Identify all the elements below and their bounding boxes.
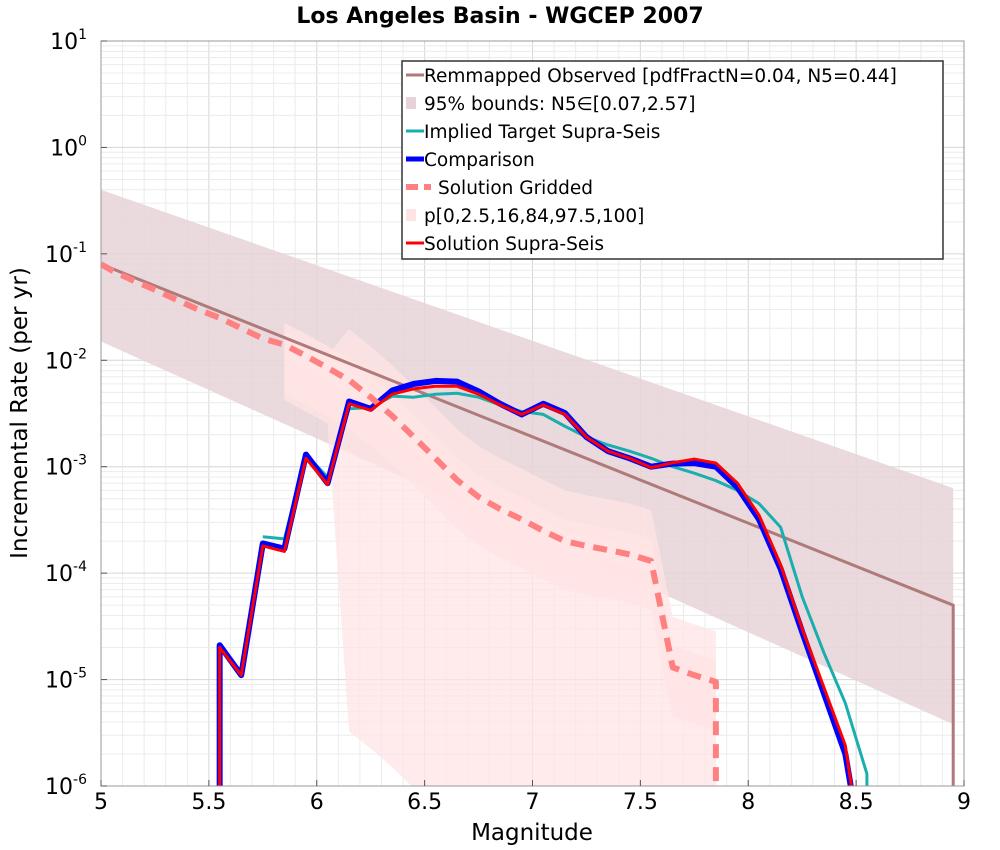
y-tick-label: 10-4 <box>45 559 87 587</box>
y-tick-label: 101 <box>50 27 87 55</box>
y-tick-label: 10-1 <box>45 240 87 268</box>
x-axis-label: Magnitude <box>471 820 593 846</box>
legend-swatch-bounds <box>406 97 416 109</box>
y-axis-label: Incremental Rate (per yr) <box>7 267 33 559</box>
legend-swatch-percentile_band <box>406 209 416 221</box>
x-tick-label: 7.5 <box>623 790 658 815</box>
x-axis-ticks: 5 5.5 6 6.5 7 7.5 8 8.5 9 <box>94 780 971 815</box>
y-tick-label: 10-6 <box>45 772 87 800</box>
legend-label-observed: Remmapped Observed [pdfFractN=0.04, N5=0… <box>424 66 897 87</box>
percentile-band-inner <box>284 334 716 696</box>
legend-label-target: Implied Target Supra-Seis <box>424 122 660 143</box>
series-line-supra <box>218 384 853 786</box>
chart-title: Los Angeles Basin - WGCEP 2007 <box>296 4 703 29</box>
x-tick-label: 7 <box>526 790 540 815</box>
x-tick-label: 5 <box>94 790 108 815</box>
x-tick-label: 6.5 <box>407 790 442 815</box>
series-line-observed <box>101 262 955 786</box>
y-tick-label: 10-3 <box>45 453 87 481</box>
y-tick-label: 10-5 <box>45 666 87 694</box>
bounds-band <box>101 189 954 725</box>
legend-box <box>401 60 944 260</box>
legend-label-supra: Solution Supra-Seis <box>424 234 604 255</box>
x-tick-label: 5.5 <box>191 790 226 815</box>
x-tick-label: 8 <box>741 790 755 815</box>
legend-label-percentile_band: p[0,2.5,16,84,97.5,100] <box>424 206 644 227</box>
legend-label-comparison: Comparison <box>424 150 535 171</box>
data-series <box>101 261 955 786</box>
legend-label-bounds: 95% bounds: N5∈[0.07,2.57] <box>424 94 695 115</box>
y-tick-label: 100 <box>50 133 87 161</box>
y-tick-label: 10-2 <box>45 346 87 374</box>
legend-label-gridded: Solution Gridded <box>438 178 593 199</box>
x-tick-label: 6 <box>310 790 324 815</box>
y-axis-ticks: 101 100 10-1 10-2 10-3 10-4 10-5 10-6 <box>45 27 107 800</box>
uncertainty-bands <box>101 189 954 786</box>
x-tick-label: 8.5 <box>839 790 874 815</box>
x-tick-label: 9 <box>957 790 971 815</box>
legend: Remmapped Observed [pdfFractN=0.04, N5=0… <box>401 60 944 260</box>
